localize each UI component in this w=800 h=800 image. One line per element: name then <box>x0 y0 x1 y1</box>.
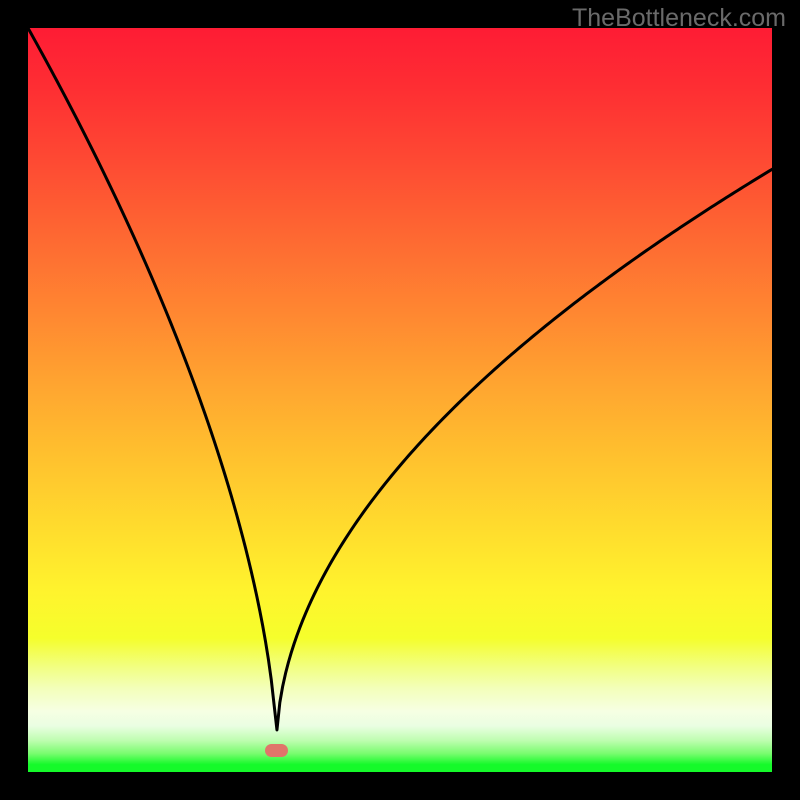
chart-container: { "canvas": { "width": 800, "height": 80… <box>0 0 800 800</box>
bottleneck-curve <box>28 28 772 772</box>
plot-area <box>28 28 772 772</box>
optimal-point-marker <box>265 744 288 757</box>
